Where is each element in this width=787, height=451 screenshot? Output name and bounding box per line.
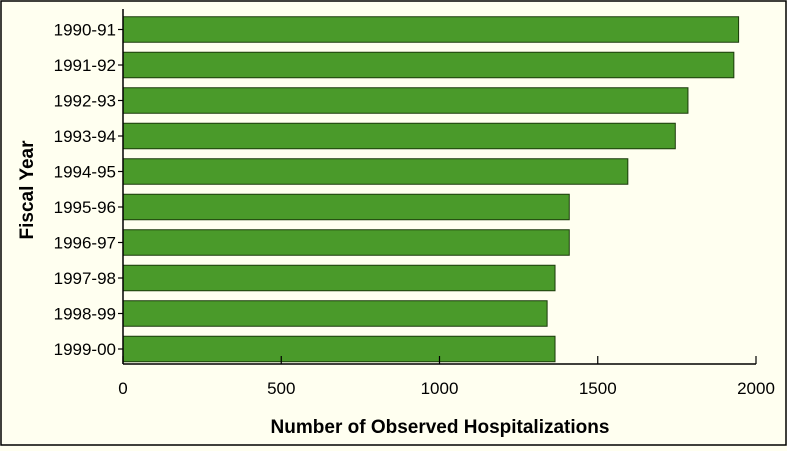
y-tick-label: 1998-99 [54, 305, 116, 324]
x-axis-title: Number of Observed Hospitalizations [271, 417, 610, 438]
bars-layer [122, 16, 740, 363]
x-tick-label: 500 [267, 379, 295, 398]
y-tick-label: 1993-94 [54, 127, 116, 146]
bar-1999-00 [122, 335, 556, 363]
bar-1997-98 [122, 264, 556, 292]
y-tick-label: 1992-93 [54, 92, 116, 111]
y-tick-label: 1997-98 [54, 269, 116, 288]
axis-layer: 1990-91 1991-92 1992-93 1993-94 1994-95 1995-… [54, 9, 775, 398]
bar-1992-93 [122, 87, 689, 114]
y-tick-label: 1999-00 [54, 340, 116, 359]
x-tick-label: 1000 [421, 379, 459, 398]
x-tick-label: 1500 [579, 379, 617, 398]
bar-1995-96 [122, 193, 570, 221]
x-tick-label: 0 [118, 379, 127, 398]
bar-1996-97 [122, 229, 570, 256]
y-tick-label: 1990-91 [54, 21, 116, 40]
y-tick-label: 1991-92 [54, 56, 116, 75]
bar-1990-91 [122, 16, 740, 43]
y-axis-title: Fiscal Year [17, 140, 38, 240]
bar-1994-95 [122, 158, 629, 185]
y-tick-label: 1994-95 [54, 163, 116, 182]
bar-1998-99 [122, 300, 548, 327]
x-tick-label: 2000 [737, 379, 775, 398]
y-tick-label: 1996-97 [54, 234, 116, 253]
bar-1993-94 [122, 122, 676, 150]
y-tick-label: 1995-96 [54, 198, 116, 217]
bar-1991-92 [122, 51, 735, 79]
